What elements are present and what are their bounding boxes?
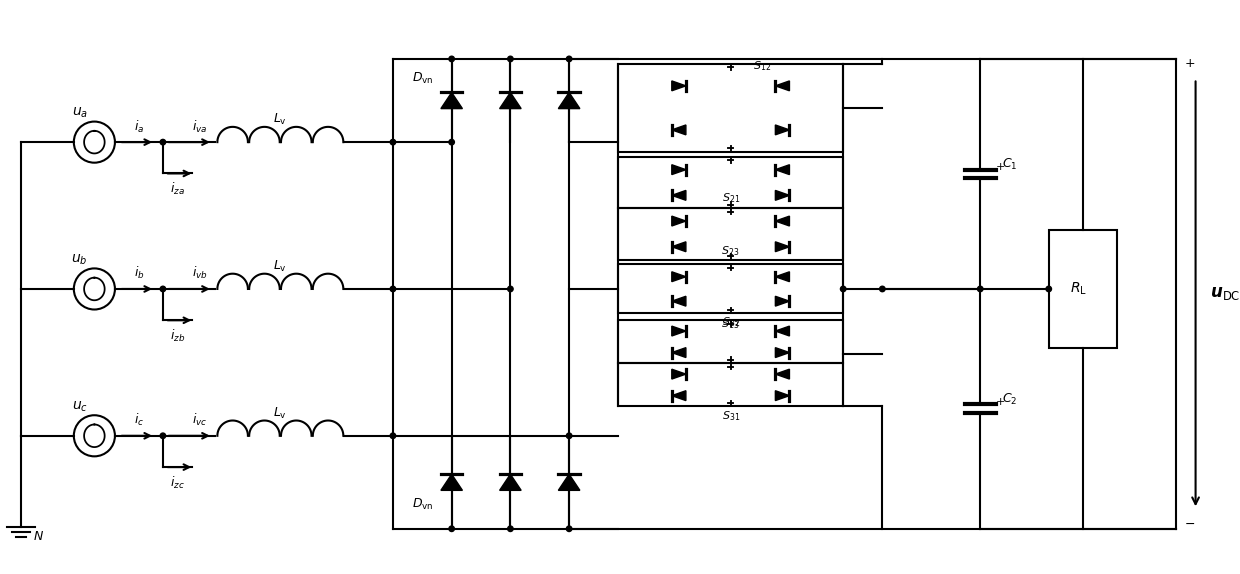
Circle shape [160, 139, 166, 145]
Circle shape [449, 526, 454, 532]
Polygon shape [672, 81, 686, 91]
Circle shape [391, 139, 396, 145]
Text: $-$: $-$ [1184, 517, 1195, 530]
Bar [618, 157, 843, 208]
Text: $i_{zb}$: $i_{zb}$ [170, 328, 185, 344]
Bar [618, 208, 843, 259]
Polygon shape [672, 369, 686, 379]
Polygon shape [441, 92, 463, 108]
Polygon shape [775, 125, 790, 135]
Polygon shape [775, 348, 790, 358]
Polygon shape [775, 165, 790, 174]
Polygon shape [558, 92, 580, 108]
Polygon shape [775, 296, 790, 306]
Circle shape [567, 56, 572, 61]
Polygon shape [672, 272, 686, 282]
Polygon shape [775, 242, 790, 251]
Polygon shape [672, 216, 686, 226]
Text: $+$: $+$ [994, 395, 1006, 406]
Polygon shape [672, 125, 686, 135]
Text: $i_c$: $i_c$ [134, 412, 144, 428]
Text: $L_{\rm v}$: $L_{\rm v}$ [273, 112, 288, 127]
Text: $L_{\rm v}$: $L_{\rm v}$ [273, 406, 288, 421]
Polygon shape [441, 474, 463, 490]
Text: $+$: $+$ [994, 161, 1006, 172]
Text: $i_a$: $i_a$ [134, 118, 144, 134]
Text: $i_{za}$: $i_{za}$ [170, 181, 185, 197]
Circle shape [449, 139, 454, 145]
Circle shape [977, 286, 983, 292]
Text: $u_a$: $u_a$ [72, 106, 88, 120]
Circle shape [879, 286, 885, 292]
Text: $L_{\rm v}$: $L_{\rm v}$ [273, 259, 288, 274]
Text: $S_{32}$: $S_{32}$ [722, 315, 740, 329]
Circle shape [391, 286, 396, 292]
Polygon shape [672, 242, 686, 251]
Polygon shape [775, 391, 790, 401]
Text: $S_{21}$: $S_{21}$ [722, 192, 740, 205]
Text: $u_c$: $u_c$ [72, 400, 88, 414]
Text: $D_{\rm vn}$: $D_{\rm vn}$ [413, 71, 434, 86]
Circle shape [449, 56, 454, 61]
Polygon shape [775, 326, 790, 336]
Bar [618, 265, 843, 313]
Text: $S_{23}$: $S_{23}$ [722, 244, 740, 258]
Text: $C_2$: $C_2$ [1002, 391, 1017, 406]
Text: $S_{31}$: $S_{31}$ [722, 409, 740, 423]
Text: $D_{\rm vn}$: $D_{\rm vn}$ [413, 497, 434, 512]
Polygon shape [672, 326, 686, 336]
Polygon shape [672, 165, 686, 174]
Text: $i_{zc}$: $i_{zc}$ [170, 475, 185, 491]
Circle shape [841, 286, 846, 292]
Circle shape [567, 433, 572, 439]
Circle shape [507, 286, 513, 292]
Text: $\boldsymbol{u}_{\rm DC}$: $\boldsymbol{u}_{\rm DC}$ [1210, 285, 1240, 302]
Text: $i_b$: $i_b$ [134, 265, 144, 281]
Polygon shape [775, 369, 790, 379]
Circle shape [160, 433, 166, 439]
Text: $S_{12}$: $S_{12}$ [753, 59, 771, 73]
Circle shape [567, 526, 572, 532]
Text: $i_{va}$: $i_{va}$ [192, 118, 207, 134]
Circle shape [160, 286, 166, 292]
Text: $C_1$: $C_1$ [1002, 157, 1017, 172]
Polygon shape [672, 348, 686, 358]
Polygon shape [775, 81, 790, 91]
Polygon shape [775, 216, 790, 226]
Text: $S_{13}$: $S_{13}$ [722, 317, 740, 331]
Polygon shape [775, 272, 790, 282]
Polygon shape [672, 296, 686, 306]
Text: $i_{vb}$: $i_{vb}$ [192, 265, 207, 281]
Bar [618, 64, 843, 152]
Circle shape [391, 433, 396, 439]
Text: $i_{vc}$: $i_{vc}$ [192, 412, 207, 428]
Text: $N$: $N$ [32, 530, 43, 543]
Bar [618, 363, 843, 406]
Circle shape [1047, 286, 1052, 292]
Text: $+$: $+$ [1184, 57, 1195, 71]
Bar [618, 320, 843, 363]
Polygon shape [672, 191, 686, 200]
Text: $R_{\rm L}$: $R_{\rm L}$ [1070, 281, 1086, 297]
Circle shape [507, 56, 513, 61]
Text: $u_b$: $u_b$ [72, 253, 88, 267]
Bar [1049, 230, 1117, 348]
Circle shape [507, 526, 513, 532]
Polygon shape [558, 474, 580, 490]
Polygon shape [500, 92, 521, 108]
Polygon shape [775, 191, 790, 200]
Polygon shape [672, 391, 686, 401]
Polygon shape [500, 474, 521, 490]
